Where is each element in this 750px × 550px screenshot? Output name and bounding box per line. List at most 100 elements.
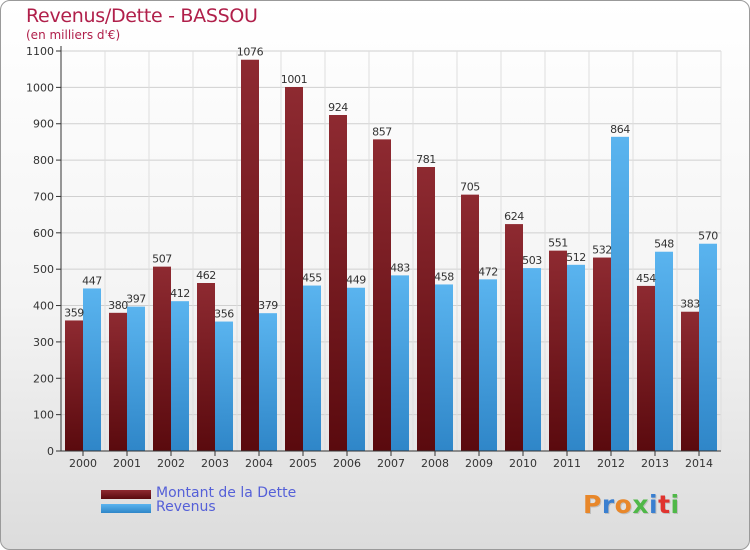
data-label-dette: 924 (328, 101, 348, 114)
legend-swatch-revenus (101, 504, 151, 513)
bar-revenus (83, 288, 101, 451)
y-tick-label: 1000 (26, 81, 54, 94)
y-tick-label: 200 (33, 372, 54, 385)
data-label-revenus: 379 (258, 299, 278, 312)
bar-dette (329, 115, 347, 451)
bar-dette (593, 257, 611, 451)
logo-letter: r (601, 490, 615, 519)
data-label-revenus: 570 (698, 230, 718, 243)
logo-letter: i (670, 490, 680, 519)
x-tick-label: 2007 (377, 457, 405, 470)
bar-revenus (435, 284, 453, 451)
bar-dette (285, 87, 303, 451)
bar-revenus (479, 279, 497, 451)
data-label-revenus: 412 (170, 287, 190, 300)
x-tick-label: 2014 (685, 457, 713, 470)
x-tick-label: 2009 (465, 457, 493, 470)
logo-letter: i (649, 490, 659, 519)
y-tick-label: 800 (33, 154, 54, 167)
bar-dette (461, 194, 479, 452)
bar-dette (109, 312, 127, 451)
data-label-revenus: 397 (126, 293, 146, 306)
bar-revenus (303, 285, 321, 451)
logo-letter: P (583, 490, 602, 519)
bar-dette (241, 59, 259, 452)
legend-swatch-dette (101, 490, 151, 499)
bar-revenus (611, 136, 629, 451)
data-label-revenus: 356 (214, 308, 234, 321)
y-tick-label: 300 (33, 336, 54, 349)
x-tick-label: 2013 (641, 457, 669, 470)
data-label-dette: 380 (108, 299, 128, 312)
y-tick-label: 900 (33, 118, 54, 131)
chart-subtitle: (en milliers d'€) (26, 28, 121, 42)
bar-dette (505, 224, 523, 451)
data-label-dette: 624 (504, 210, 524, 223)
x-tick-label: 2011 (553, 457, 581, 470)
data-label-revenus: 512 (566, 251, 586, 264)
bar-dette (153, 266, 171, 451)
x-tick-label: 2001 (113, 457, 141, 470)
bar-revenus (259, 313, 277, 451)
data-label-revenus: 472 (478, 265, 498, 278)
y-tick-label: 100 (33, 409, 54, 422)
x-tick-label: 2006 (333, 457, 361, 470)
bar-revenus (523, 268, 541, 451)
x-tick-label: 2004 (245, 457, 273, 470)
bar-dette (197, 283, 215, 451)
data-label-revenus: 503 (522, 254, 542, 267)
bar-revenus (127, 306, 145, 451)
bar-revenus (567, 264, 585, 451)
data-label-dette: 781 (416, 153, 436, 166)
y-tick-label: 400 (33, 300, 54, 313)
data-label-dette: 857 (372, 125, 392, 138)
data-label-dette: 1076 (237, 46, 264, 59)
bar-dette (549, 250, 567, 451)
data-label-revenus: 455 (302, 272, 322, 285)
bar-dette (417, 167, 435, 451)
data-label-dette: 551 (548, 237, 568, 250)
proxiti-logo: Proxiti (583, 490, 680, 519)
y-tick-label: 500 (33, 263, 54, 276)
bar-dette (65, 320, 83, 451)
bar-revenus (699, 243, 717, 451)
bar-revenus (391, 275, 409, 451)
data-label-revenus: 483 (390, 261, 410, 274)
x-tick-label: 2000 (69, 457, 97, 470)
x-tick-label: 2005 (289, 457, 317, 470)
data-label-revenus: 864 (610, 123, 630, 136)
bar-revenus (171, 301, 189, 451)
logo-letter: t (658, 490, 671, 519)
logo-letter: o (614, 490, 633, 519)
bar-dette (637, 285, 655, 451)
data-label-revenus: 449 (346, 274, 366, 287)
chart-title: Revenus/Dette - BASSOU (26, 5, 258, 27)
data-label-dette: 1001 (281, 73, 307, 86)
x-tick-label: 2010 (509, 457, 537, 470)
logo-letter: x (632, 490, 649, 519)
bar-dette (373, 139, 391, 451)
data-label-dette: 454 (636, 272, 656, 285)
bar-revenus (215, 321, 233, 451)
legend-label-dette: Montant de la Dette (156, 485, 297, 501)
x-tick-label: 2002 (157, 457, 185, 470)
data-label-dette: 359 (64, 306, 84, 319)
data-label-dette: 383 (680, 298, 700, 311)
data-label-dette: 507 (152, 253, 172, 266)
bar-revenus (347, 287, 365, 451)
data-label-dette: 462 (196, 269, 216, 282)
y-tick-label: 600 (33, 227, 54, 240)
legend-label-revenus: Revenus (156, 499, 216, 515)
data-label-dette: 705 (460, 181, 480, 194)
y-tick-label: 1100 (26, 45, 54, 58)
x-tick-label: 2012 (597, 457, 625, 470)
y-tick-label: 0 (47, 445, 54, 458)
bar-dette (681, 311, 699, 451)
data-label-dette: 532 (592, 244, 612, 257)
x-tick-label: 2008 (421, 457, 449, 470)
bar-revenus (655, 251, 673, 451)
data-label-revenus: 458 (434, 270, 454, 283)
y-tick-label: 700 (33, 190, 54, 203)
